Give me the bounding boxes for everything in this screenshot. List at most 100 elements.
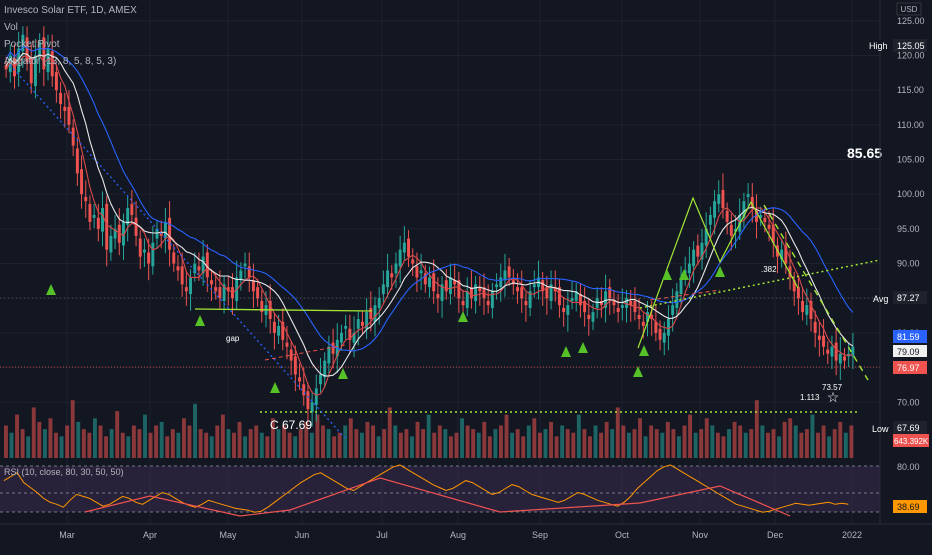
- volume-bar: [104, 436, 109, 458]
- volume-bar: [827, 436, 832, 458]
- volume-bar: [148, 432, 153, 458]
- volume-bar: [504, 414, 509, 458]
- time-axis[interactable]: Mar Apr May Jun Jul Aug Sep Oct Nov Dec 2022: [0, 523, 932, 540]
- volume-bar: [304, 421, 309, 458]
- volume-bar: [771, 429, 776, 458]
- red-dashed-line-2: [649, 289, 721, 301]
- vol-value-box: [893, 434, 929, 447]
- candle-body: [713, 201, 717, 218]
- pivot-marker: [561, 346, 571, 357]
- volume-bar: [98, 425, 103, 458]
- candle-body: [319, 374, 322, 385]
- double-top-pattern: [637, 196, 799, 349]
- volume-bar: [348, 418, 353, 458]
- vol-value: 643.392K: [894, 437, 929, 446]
- candle-body: [687, 263, 691, 274]
- candle-body: [151, 242, 155, 267]
- volume-bar: [265, 436, 270, 458]
- volume-bar: [832, 429, 837, 458]
- candle-body: [105, 203, 109, 250]
- candle-body: [629, 301, 633, 306]
- volume-bar: [554, 436, 559, 458]
- volume-bar: [532, 418, 537, 458]
- volume-bar: [270, 418, 275, 458]
- volume-bar: [721, 436, 726, 458]
- volume-bar: [165, 436, 170, 458]
- candle-body: [17, 48, 21, 73]
- volume-bar: [621, 425, 626, 458]
- candle-body: [348, 328, 352, 340]
- rsi-label: RSI (10, close, 80, 30, 50, 50): [4, 467, 124, 477]
- close-label: C 67.69: [270, 418, 312, 432]
- candle-body: [620, 305, 624, 308]
- volume-bar: [410, 436, 414, 458]
- candle-body: [792, 280, 796, 292]
- volume-bar: [243, 436, 248, 458]
- candle-body: [532, 284, 536, 288]
- x-tick-label: Sep: [532, 530, 548, 540]
- candle-body: [226, 287, 230, 292]
- volume-legend[interactable]: Vol: [4, 22, 18, 33]
- candle-body: [675, 291, 679, 308]
- volume-bar: [454, 432, 459, 458]
- star-marker: ☆: [827, 389, 840, 405]
- candle-body: [201, 256, 205, 274]
- candle-body: [142, 249, 146, 253]
- volume-bar: [754, 400, 759, 458]
- candle-body: [281, 321, 285, 340]
- volume-bar: [448, 436, 453, 458]
- candle-body: [587, 314, 591, 320]
- candle-body: [239, 270, 243, 281]
- candle-body: [419, 270, 423, 274]
- ma-line-2: [5, 45, 854, 352]
- moving-averages: [5, 45, 854, 396]
- candle-body: [796, 287, 800, 299]
- blue-dotted-trendline: [9, 64, 346, 439]
- volume-bar: [359, 432, 364, 458]
- volume-bar: [4, 425, 8, 458]
- alligator-legend[interactable]: Alligator (13, 8, 5, 8, 5, 3): [4, 56, 117, 67]
- candle-body: [88, 203, 92, 222]
- volume-bar: [109, 429, 114, 458]
- big-price-label: 85.65: [847, 145, 882, 161]
- candle-body: [50, 51, 54, 77]
- candle-body: [671, 305, 675, 315]
- candle-body: [469, 287, 473, 299]
- volume-bar: [92, 418, 97, 458]
- high-value-box: [893, 39, 927, 52]
- candle-body: [323, 360, 327, 378]
- volume-bar: [293, 436, 298, 458]
- candle-body: [306, 391, 310, 410]
- candle-body: [71, 127, 75, 146]
- volume-bar: [565, 429, 570, 458]
- candle-body: [285, 342, 289, 347]
- candle-body: [843, 356, 846, 361]
- pocket-pivot-legend[interactable]: Pocket Pivot: [4, 39, 60, 50]
- volume-bar: [699, 429, 704, 458]
- y-tick-label: 95.00: [897, 224, 920, 234]
- candle-body: [415, 266, 419, 278]
- volume-bar: [387, 407, 392, 458]
- high-value: 125.05: [897, 41, 925, 51]
- x-tick-label: Jun: [295, 530, 310, 540]
- usd-tag: USD: [901, 5, 918, 14]
- candle-body: [813, 321, 817, 333]
- pivot-marker: [338, 368, 348, 379]
- candle-body: [616, 307, 620, 313]
- volume-bar: [76, 421, 81, 458]
- volume-bar: [398, 432, 403, 458]
- volume-bar: [499, 425, 503, 458]
- volume-bar: [9, 432, 14, 458]
- candle-body: [767, 224, 771, 229]
- candle-body: [428, 277, 431, 288]
- volume-bar: [65, 425, 70, 458]
- candle-body: [113, 228, 117, 239]
- candle-body: [122, 221, 125, 246]
- volume-bar: [15, 414, 20, 458]
- volume-bar: [727, 429, 731, 458]
- pivot-marker: [46, 284, 56, 295]
- volume-bar: [415, 421, 420, 458]
- chart-title[interactable]: Invesco Solar ETF, 1D, AMEX: [4, 5, 137, 16]
